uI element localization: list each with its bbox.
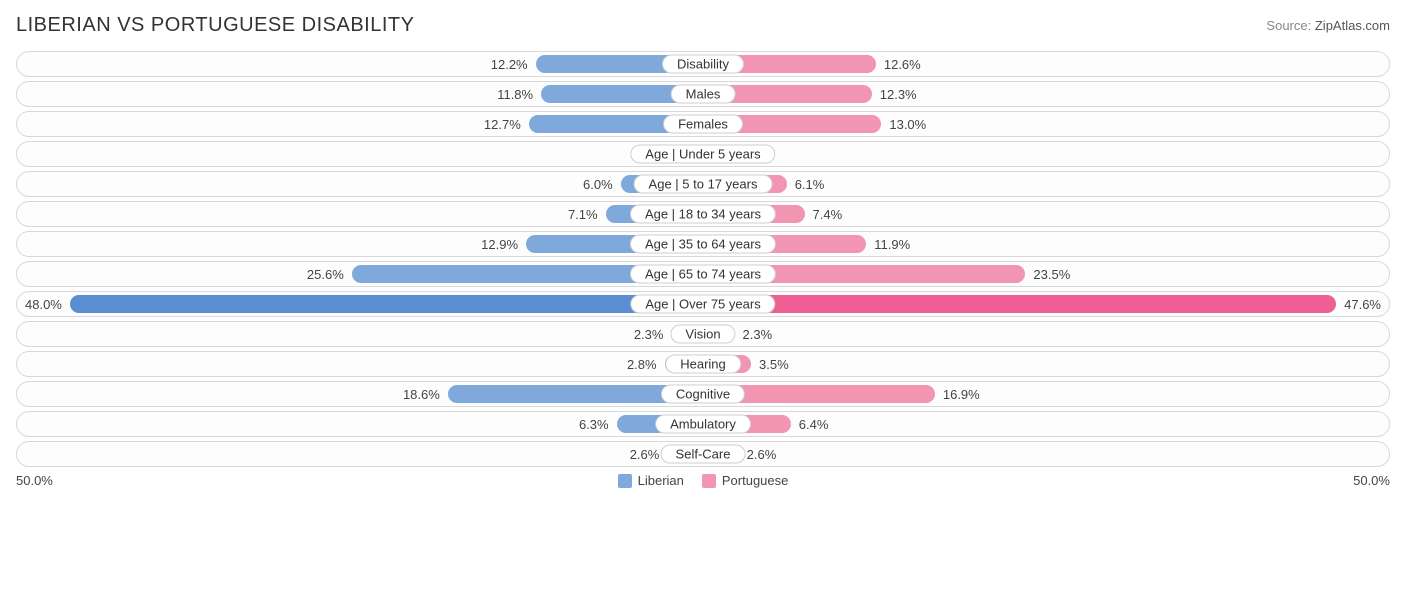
row-left-value: 12.9% <box>473 237 526 252</box>
row-center-label: Vision <box>670 325 735 344</box>
chart-row: 12.9% 11.9% Age | 35 to 64 years <box>16 231 1390 257</box>
source-label: Source: <box>1266 18 1311 33</box>
row-right-value: 2.6% <box>739 447 785 462</box>
chart-legend: Liberian Portuguese <box>618 473 789 488</box>
row-left-value: 2.8% <box>619 357 665 372</box>
chart-row: 12.2% 12.6% Disability <box>16 51 1390 77</box>
legend-item-right: Portuguese <box>702 473 789 488</box>
row-right-half: 23.5% <box>703 262 1389 286</box>
chart-row: 12.7% 13.0% Females <box>16 111 1390 137</box>
row-right-half: 2.6% <box>703 442 1389 466</box>
row-left-half: 2.8% <box>17 352 703 376</box>
row-left-half: 7.1% <box>17 202 703 226</box>
row-right-value: 16.9% <box>935 387 988 402</box>
chart-title: LIBERIAN VS PORTUGUESE DISABILITY <box>16 14 414 37</box>
chart-row: 6.3% 6.4% Ambulatory <box>16 411 1390 437</box>
legend-swatch-right <box>702 474 716 488</box>
chart-row: 11.8% 12.3% Males <box>16 81 1390 107</box>
row-right-half: 12.6% <box>703 52 1389 76</box>
row-right-value: 6.1% <box>787 177 833 192</box>
row-left-half: 18.6% <box>17 382 703 406</box>
row-left-half: 2.3% <box>17 322 703 346</box>
chart-row: 1.3%1.6%Age | Under 5 years <box>16 141 1390 167</box>
row-center-label: Age | 35 to 64 years <box>630 235 776 254</box>
row-right-value: 6.4% <box>791 417 837 432</box>
chart-source: Source: ZipAtlas.com <box>1266 18 1390 33</box>
chart-header: LIBERIAN VS PORTUGUESE DISABILITY Source… <box>16 14 1390 37</box>
row-right-half: 7.4% <box>703 202 1389 226</box>
row-left-half: 1.3% <box>17 142 703 166</box>
row-left-half: 6.3% <box>17 412 703 436</box>
row-right-half: 13.0% <box>703 112 1389 136</box>
row-right-value: 2.3% <box>735 327 781 342</box>
chart-row: 2.6% 2.6%Self-Care <box>16 441 1390 467</box>
row-right-half: 12.3% <box>703 82 1389 106</box>
source-value: ZipAtlas.com <box>1315 18 1390 33</box>
axis-left-label: 50.0% <box>16 473 53 488</box>
row-center-label: Self-Care <box>661 445 746 464</box>
chart-row: 25.6% 23.5% Age | 65 to 74 years <box>16 261 1390 287</box>
row-center-label: Age | 18 to 34 years <box>630 205 776 224</box>
chart-row: 2.3% 2.3%Vision <box>16 321 1390 347</box>
row-left-half: 2.6% <box>17 442 703 466</box>
row-left-value: 11.8% <box>489 87 541 102</box>
chart-row: 6.0% 6.1% Age | 5 to 17 years <box>16 171 1390 197</box>
row-right-half: 1.6% <box>703 142 1389 166</box>
row-left-half: 6.0% <box>17 172 703 196</box>
chart-row: 2.8% 3.5% Hearing <box>16 351 1390 377</box>
row-center-label: Disability <box>662 55 744 74</box>
legend-item-left: Liberian <box>618 473 684 488</box>
row-center-label: Hearing <box>665 355 741 374</box>
chart-axis: 50.0% Liberian Portuguese 50.0% <box>16 473 1390 488</box>
row-right-bar <box>703 295 1336 313</box>
row-left-half: 11.8% <box>17 82 703 106</box>
row-center-label: Males <box>671 85 736 104</box>
row-left-half: 12.7% <box>17 112 703 136</box>
row-left-value: 6.3% <box>571 417 617 432</box>
row-left-value: 18.6% <box>395 387 448 402</box>
row-right-value: 23.5% <box>1025 267 1078 282</box>
row-center-label: Females <box>663 115 743 134</box>
row-left-half: 25.6% <box>17 262 703 286</box>
row-left-value: 12.2% <box>483 57 536 72</box>
row-center-label: Age | Under 5 years <box>630 145 775 164</box>
row-right-half: 2.3% <box>703 322 1389 346</box>
row-left-value: 12.7% <box>476 117 529 132</box>
row-right-value: 47.6% <box>1336 297 1389 312</box>
legend-label-right: Portuguese <box>722 473 789 488</box>
legend-label-left: Liberian <box>638 473 684 488</box>
row-left-bar <box>70 295 703 313</box>
row-left-half: 12.2% <box>17 52 703 76</box>
row-right-half: 16.9% <box>703 382 1389 406</box>
chart-row: 7.1% 7.4% Age | 18 to 34 years <box>16 201 1390 227</box>
axis-right-label: 50.0% <box>1353 473 1390 488</box>
row-left-value: 25.6% <box>299 267 352 282</box>
row-right-value: 12.6% <box>876 57 929 72</box>
row-center-label: Cognitive <box>661 385 745 404</box>
row-left-value: 2.3% <box>626 327 672 342</box>
row-right-value: 3.5% <box>751 357 797 372</box>
row-center-label: Age | 65 to 74 years <box>630 265 776 284</box>
row-left-value: 6.0% <box>575 177 621 192</box>
row-right-value: 7.4% <box>805 207 851 222</box>
row-left-half: 12.9% <box>17 232 703 256</box>
row-right-half: 47.6% <box>703 292 1389 316</box>
row-left-half: 48.0% <box>17 292 703 316</box>
row-left-value: 7.1% <box>560 207 606 222</box>
row-right-half: 11.9% <box>703 232 1389 256</box>
row-left-value: 48.0% <box>17 297 70 312</box>
row-center-label: Ambulatory <box>655 415 751 434</box>
legend-swatch-left <box>618 474 632 488</box>
row-right-value: 13.0% <box>881 117 934 132</box>
diverging-bar-chart: 12.2% 12.6% Disability 11.8% 12.3% Males 12.7%… <box>16 51 1390 467</box>
row-right-value: 11.9% <box>866 237 918 252</box>
chart-row: 18.6% 16.9% Cognitive <box>16 381 1390 407</box>
row-right-half: 6.1% <box>703 172 1389 196</box>
row-right-half: 6.4% <box>703 412 1389 436</box>
row-center-label: Age | 5 to 17 years <box>634 175 773 194</box>
row-right-half: 3.5% <box>703 352 1389 376</box>
chart-row: 48.0% 47.6% Age | Over 75 years <box>16 291 1390 317</box>
row-right-value: 12.3% <box>872 87 925 102</box>
row-center-label: Age | Over 75 years <box>630 295 775 314</box>
